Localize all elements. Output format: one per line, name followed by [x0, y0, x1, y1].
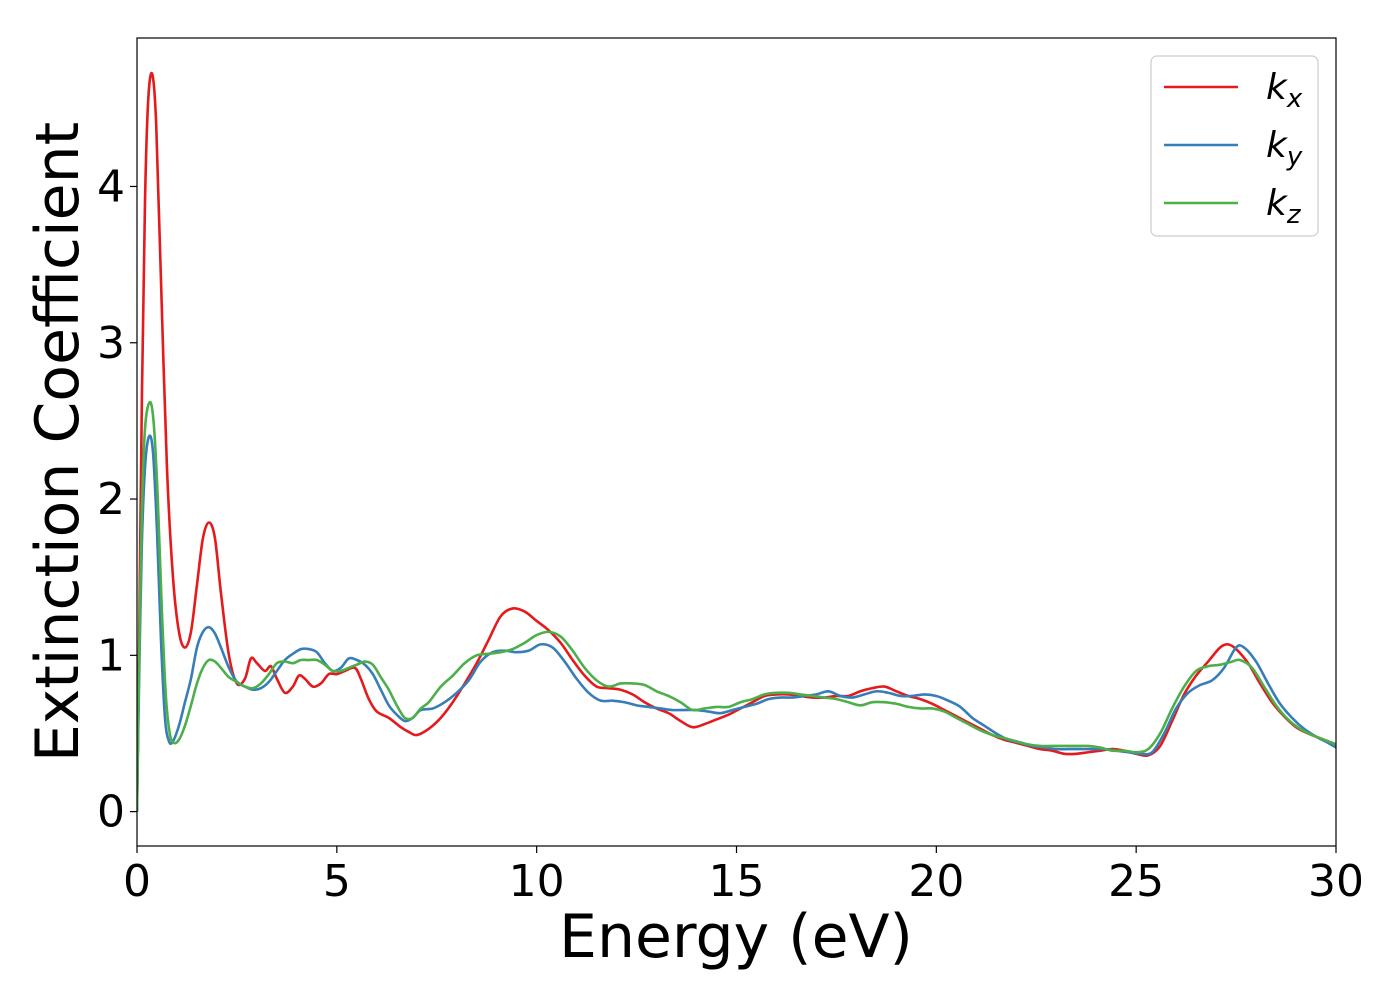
x-axis-label: Energy (eV): [559, 902, 913, 972]
x-tick-label: 30: [1308, 856, 1364, 907]
y-tick-label: 3: [97, 318, 125, 369]
x-tick-label: 20: [908, 856, 964, 907]
y-tick-label: 2: [97, 474, 125, 525]
y-axis-label: Extinction Coefficient: [23, 122, 93, 762]
x-tick-label: 25: [1108, 856, 1164, 907]
legend-label-kz: kz: [1266, 183, 1302, 230]
x-tick-label: 5: [323, 856, 351, 907]
y-tick-label: 1: [97, 630, 125, 681]
x-axis: 0 5 10 15 20 25 30: [123, 846, 1364, 907]
legend: kx ky kz: [1150, 55, 1319, 237]
x-tick-label: 0: [123, 856, 151, 907]
series-line-ky: [137, 434, 1336, 812]
y-axis: 0 1 2 3 4: [97, 161, 137, 838]
y-tick-label: 4: [97, 161, 125, 212]
x-tick-label: 10: [509, 856, 565, 907]
legend-label-ky: ky: [1266, 125, 1303, 172]
series-line-kx: [137, 71, 1336, 812]
x-tick-label: 15: [709, 856, 765, 907]
y-tick-label: 0: [97, 787, 125, 838]
series-layer: [137, 71, 1336, 812]
series-line-kz: [137, 400, 1336, 812]
legend-label-kx: kx: [1266, 67, 1303, 114]
